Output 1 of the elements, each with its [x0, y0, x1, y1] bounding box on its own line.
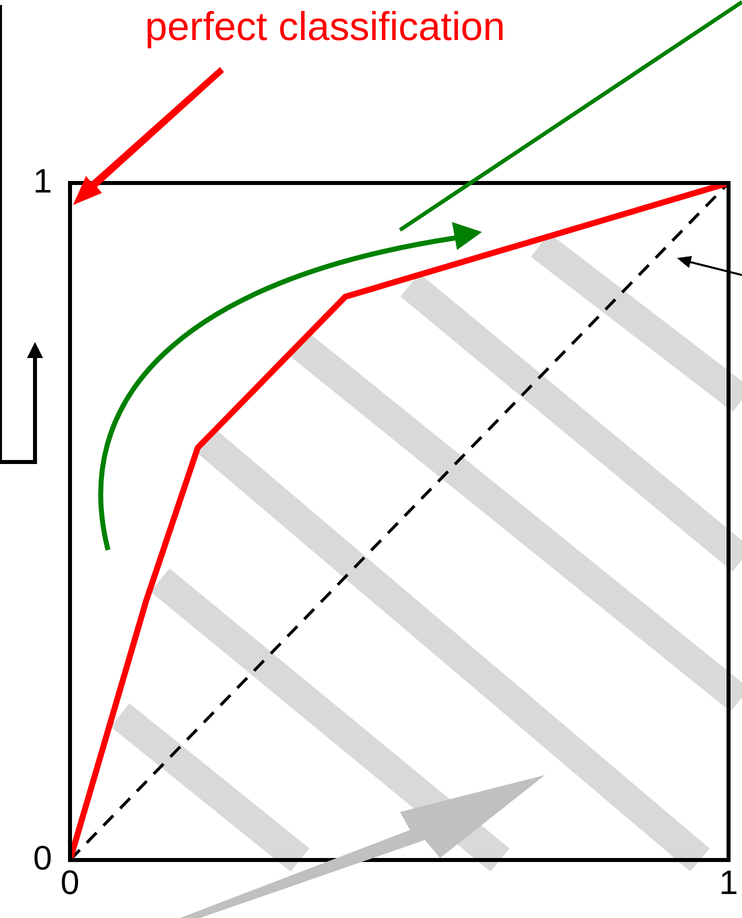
text: perfect classification	[145, 5, 506, 50]
